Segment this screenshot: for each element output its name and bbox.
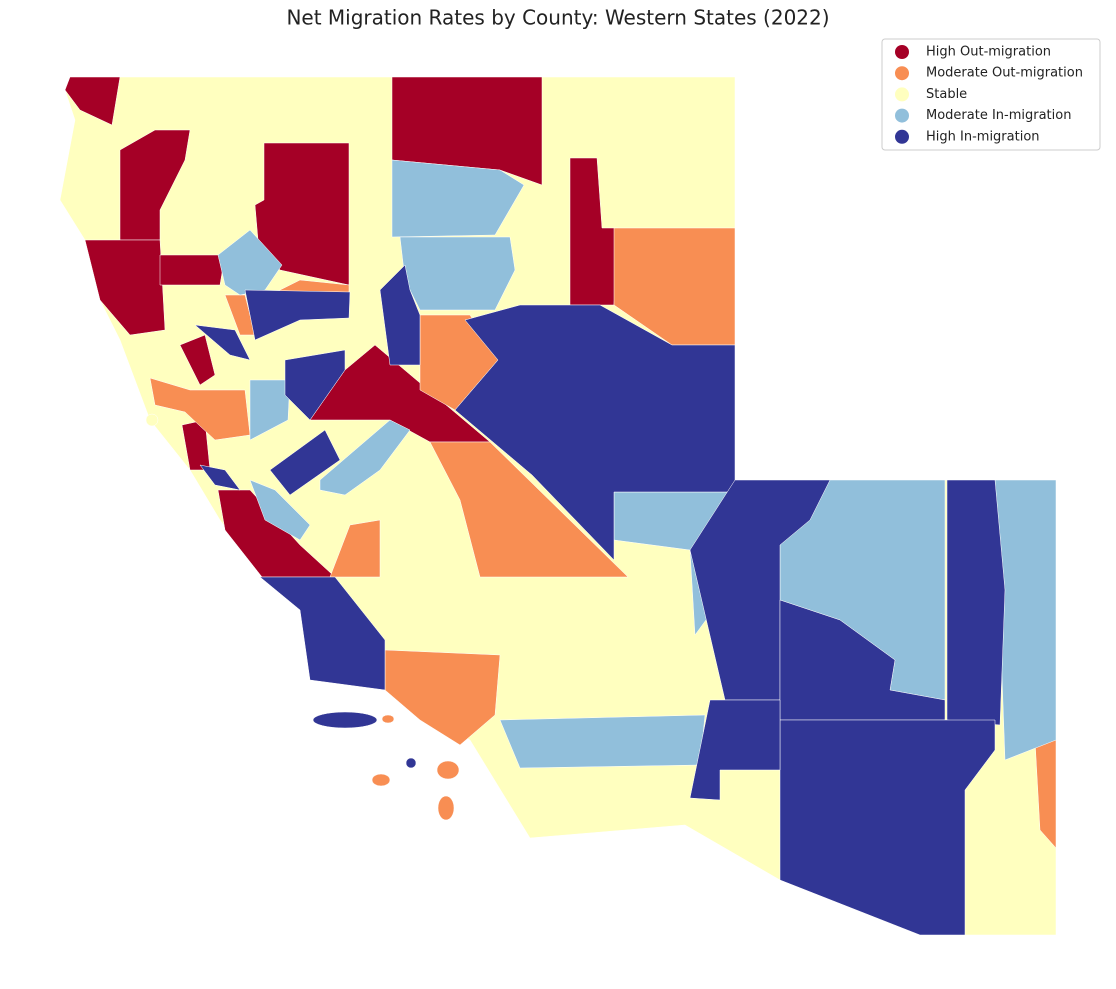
- county: [436, 760, 460, 780]
- legend-marker: [895, 108, 909, 123]
- county: [269, 429, 341, 496]
- county: [371, 773, 391, 787]
- county: [149, 377, 251, 441]
- county: [329, 519, 381, 578]
- county: [391, 159, 525, 238]
- counties: [59, 76, 1057, 936]
- legend-marker: [895, 129, 909, 144]
- legend-box: [881, 38, 1101, 151]
- legend: High Out-migration Moderate Out-migration…: [881, 38, 1101, 151]
- county: [199, 464, 241, 491]
- county: [159, 254, 226, 286]
- county: [499, 714, 706, 769]
- legend-marker: [895, 87, 909, 102]
- county: [312, 711, 378, 729]
- county: [994, 479, 1057, 761]
- county: [399, 236, 516, 311]
- county: [194, 324, 251, 361]
- county: [249, 479, 311, 541]
- county: [217, 229, 283, 296]
- county: [689, 699, 781, 801]
- county: [319, 419, 411, 496]
- county: [405, 757, 417, 769]
- county: [284, 349, 346, 421]
- county: [429, 441, 629, 578]
- map-title: Net Migration Rates by County: Western S…: [286, 6, 829, 30]
- county: [779, 719, 996, 936]
- legend-label: High In-migration: [926, 129, 1040, 144]
- county: [454, 304, 736, 561]
- legend-marker: [895, 45, 909, 59]
- county: [64, 76, 121, 126]
- county: [259, 576, 386, 691]
- county: [437, 795, 455, 821]
- county: [145, 413, 159, 427]
- legend-marker: [895, 66, 909, 81]
- county: [179, 334, 216, 386]
- legend-label: Moderate Out-migration: [926, 66, 1083, 81]
- county: [84, 239, 166, 336]
- county: [249, 379, 291, 441]
- county: [379, 264, 421, 366]
- county: [391, 76, 543, 186]
- county: [244, 289, 351, 341]
- legend-label: Moderate In-migration: [926, 108, 1071, 123]
- county: [946, 479, 1006, 726]
- legend-label: Stable: [926, 87, 967, 102]
- county: [381, 714, 395, 724]
- legend-label: High Out-migration: [926, 45, 1051, 60]
